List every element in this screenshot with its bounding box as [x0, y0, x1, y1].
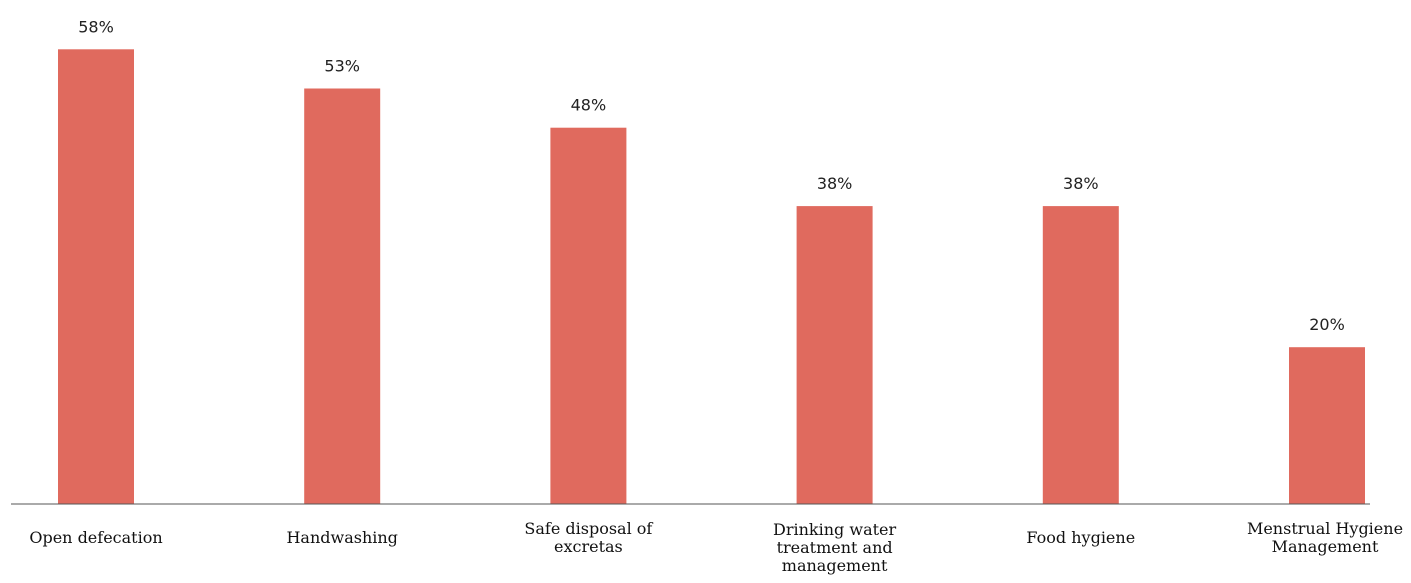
category-label-1: Handwashing — [286, 528, 397, 547]
bar-0 — [58, 49, 134, 505]
value-label-3: 38% — [817, 174, 853, 193]
category-label-line: Food hygiene — [1026, 528, 1135, 547]
value-label-2: 48% — [571, 96, 607, 115]
bar-3 — [796, 206, 873, 504]
bar-2 — [550, 127, 627, 504]
category-label-4: Food hygiene — [1026, 528, 1135, 547]
category-label-line: Drinking water — [773, 520, 896, 539]
bar-5 — [1289, 347, 1365, 504]
category-label-3: Drinking water treatment and management — [773, 520, 896, 575]
bar-1 — [304, 88, 381, 504]
bars-group — [58, 49, 1365, 505]
category-label-line: management — [782, 556, 888, 575]
value-labels-group: 58% 53% 48% 38% 38% 20% — [78, 17, 1345, 334]
value-label-5: 20% — [1309, 315, 1345, 334]
category-label-line: Open defecation — [29, 528, 162, 547]
category-label-5: Menstrual Hygiene Management — [1247, 519, 1403, 556]
category-label-2: Safe disposal of excretas — [524, 519, 653, 556]
value-label-0: 58% — [78, 17, 114, 36]
category-label-0: Open defecation — [29, 528, 162, 547]
category-label-line: Management — [1272, 537, 1379, 556]
value-label-1: 53% — [324, 57, 360, 76]
category-labels-group: Open defecation Handwashing Safe disposal … — [29, 519, 1403, 575]
category-label-line: Menstrual Hygiene — [1247, 519, 1403, 538]
category-label-line: Safe disposal of — [524, 519, 653, 538]
category-label-line: excretas — [554, 537, 623, 556]
bar-4 — [1042, 206, 1119, 504]
category-label-line: treatment and — [777, 538, 893, 557]
value-label-4: 38% — [1063, 174, 1099, 193]
category-label-line: Handwashing — [286, 528, 397, 547]
